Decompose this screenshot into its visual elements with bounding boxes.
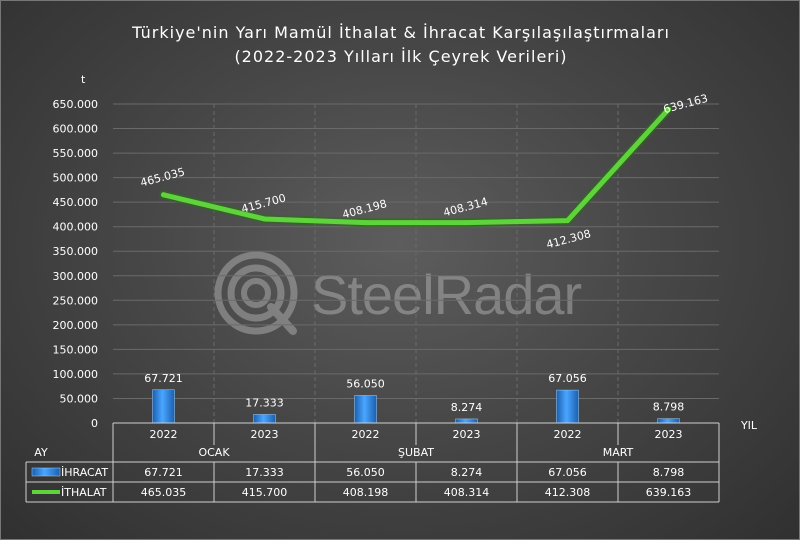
x-tick-label: 2022 [352, 428, 380, 441]
bar-data-label: 56.050 [346, 377, 385, 390]
line-point [161, 192, 166, 198]
legend-label: İTHALAT [61, 486, 107, 499]
line-series-ithalat: 465.035 415.700 408.198 408.314 412.308 639.1… [139, 92, 709, 252]
bar-data-label: 67.056 [548, 372, 587, 385]
y-tick-label: 50.000 [60, 392, 99, 405]
x-group-label: ŞUBAT [398, 446, 434, 459]
y-tick-label: 400.000 [53, 221, 99, 234]
x-group-label: OCAK [198, 446, 230, 459]
line-data-label: 639.163 [662, 92, 709, 116]
table-cell-value: 465.035 [141, 486, 187, 499]
y-tick-label: 250.000 [53, 294, 99, 307]
line-point [464, 220, 469, 226]
table-cell-value: 56.050 [346, 466, 385, 479]
legend-label: İHRACAT [61, 466, 108, 479]
y-tick-label: 350.000 [53, 245, 99, 258]
x-group-axis-title: AY [34, 446, 48, 459]
chart-title: Türkiye'nin Yarı Mamül İthalat & İhracat… [1, 21, 799, 69]
x-tick-label: 2023 [655, 428, 683, 441]
y-tick-label: 500.000 [53, 172, 99, 185]
x-tick-label: 2022 [554, 428, 582, 441]
x-group-label: MART [603, 446, 634, 459]
x-tick-label: 2023 [453, 428, 481, 441]
bar-series-ihracat: 67.721 17.333 56.050 8.274 67.056 8.798 [144, 372, 685, 424]
y-tick-label: 600.000 [53, 123, 99, 136]
line-point [363, 220, 368, 226]
bar-ihracat [253, 414, 276, 424]
table-cell-value: 412.308 [545, 486, 591, 499]
steelradar-watermark: SteelRadar [214, 251, 583, 335]
table-cell-value: 408.314 [444, 486, 490, 499]
table-cell-value: 67.721 [144, 466, 183, 479]
line-data-label: 415.700 [240, 191, 287, 215]
bar-data-label: 67.721 [144, 372, 183, 385]
line-point [666, 106, 671, 112]
y-tick-label: 100.000 [53, 368, 99, 381]
line-data-label: 412.308 [545, 227, 592, 251]
bar-data-label: 17.333 [245, 396, 284, 409]
y-tick-label: 150.000 [53, 343, 99, 356]
line-data-label: 408.198 [341, 197, 388, 221]
line-point [262, 216, 267, 222]
bar-ihracat [657, 418, 680, 424]
legend-key-ihracat [31, 467, 61, 477]
table-cell-value: 8.274 [451, 466, 483, 479]
table-cell-value: 639.163 [646, 486, 692, 499]
table-cell-value: 17.333 [245, 466, 284, 479]
table-cell-value: 67.056 [548, 466, 587, 479]
x-tick-label: 2022 [150, 428, 178, 441]
table-cell-value: 415.700 [242, 486, 288, 499]
line-ithalat [161, 106, 671, 226]
bar-ihracat [455, 418, 478, 424]
x-tick-label: 2023 [251, 428, 279, 441]
table-cell-value: 8.798 [653, 466, 685, 479]
x-axis-title: YIL [740, 419, 758, 432]
bar-ihracat [152, 389, 175, 424]
line-data-label: 465.035 [139, 165, 186, 189]
data-table: 2022 2023 2022 2023 2022 2023 OCAK ŞUBAT MART AY Y… [25, 419, 758, 503]
chart-title-line2: (2022-2023 Yılları İlk Çeyrek Verileri) [234, 47, 568, 66]
y-tick-label: 200.000 [53, 319, 99, 332]
y-axis-title: t [81, 73, 86, 86]
bar-ihracat [354, 395, 377, 424]
line-data-label: 408.314 [442, 195, 489, 219]
bar-data-label: 8.798 [653, 401, 685, 414]
table-cell-value: 408.198 [343, 486, 389, 499]
bar-ihracat [556, 389, 579, 424]
y-tick-label: 450.000 [53, 196, 99, 209]
line-point [565, 218, 570, 224]
y-tick-label: 550.000 [53, 147, 99, 160]
y-tick-label: 0 [91, 417, 98, 430]
y-axis: 0 50.000 100.000 150.000 200.000 250.000 300.0… [53, 73, 99, 430]
y-tick-label: 300.000 [53, 270, 99, 283]
chart-title-line1: Türkiye'nin Yarı Mamül İthalat & İhracat… [132, 23, 670, 42]
watermark-text: SteelRadar [311, 263, 582, 326]
y-tick-label: 650.000 [53, 98, 99, 111]
bar-data-label: 8.274 [451, 401, 483, 414]
